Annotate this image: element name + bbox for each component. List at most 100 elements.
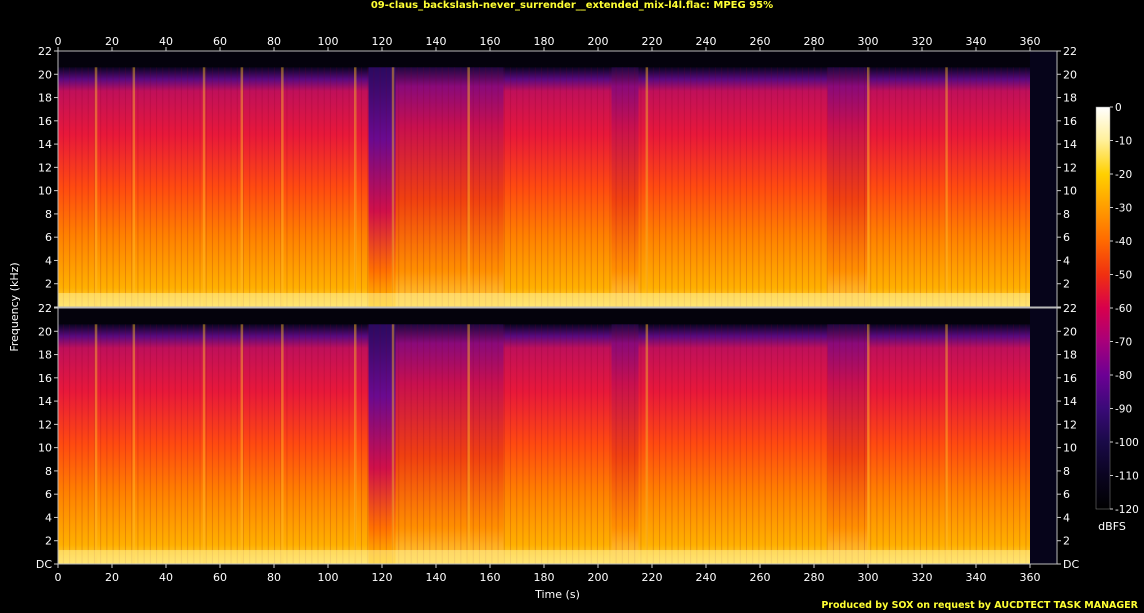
transient-spike xyxy=(281,67,284,307)
x-tick-label-bottom: 120 xyxy=(372,571,393,584)
colorbar-tick-label: -10 xyxy=(1115,136,1132,148)
transient-spike xyxy=(281,324,284,564)
x-tick-label-bottom: 240 xyxy=(696,571,717,584)
x-tick-label-top: 320 xyxy=(912,35,933,48)
colorbar-label: dBFS xyxy=(1098,520,1126,533)
spectrum-segment xyxy=(638,324,828,564)
y-tick-label-right: 14 xyxy=(1063,395,1077,408)
colorbar-tick-label: -20 xyxy=(1115,169,1132,181)
y-tick-label-right: 22 xyxy=(1063,45,1077,58)
colorbar xyxy=(1095,106,1111,510)
transient-spike xyxy=(391,67,395,307)
x-tick-label-top: 300 xyxy=(858,35,879,48)
y-tick-label-left: 6 xyxy=(45,231,52,244)
x-tick-label-top: 180 xyxy=(534,35,555,48)
spectrum-segment xyxy=(503,324,612,564)
y-tick-label-left: 12 xyxy=(38,418,52,431)
x-tick-label-bottom: 360 xyxy=(1020,571,1041,584)
transient-spike xyxy=(645,67,649,307)
x-tick-label-top: 20 xyxy=(105,35,119,48)
transient-spike xyxy=(645,324,649,564)
y-tick-label-left: 16 xyxy=(38,372,52,385)
x-tick-label-top: 260 xyxy=(750,35,771,48)
x-tick-label-bottom: 300 xyxy=(858,571,879,584)
transient-spike xyxy=(132,324,136,564)
x-tick-label-bottom: 100 xyxy=(318,571,339,584)
x-tick-label-top: 240 xyxy=(696,35,717,48)
transient-spike xyxy=(467,324,470,564)
y-tick-label-left: 20 xyxy=(38,325,52,338)
x-tick-label-bottom: 320 xyxy=(912,571,933,584)
chart-title: 09-claus_backslash-never_surrender__exte… xyxy=(370,0,774,11)
silence-tail xyxy=(1030,308,1057,564)
y-tick-label-left: DC xyxy=(36,558,52,571)
y-tick-label-right: 8 xyxy=(1063,208,1070,221)
x-tick-label-top: 0 xyxy=(55,35,62,48)
x-tick-label-bottom: 0 xyxy=(55,571,62,584)
y-tick-label-left: 4 xyxy=(45,254,52,267)
spectrum-segment xyxy=(638,67,828,307)
y-tick-label-right: 18 xyxy=(1063,349,1077,362)
x-tick-label-bottom: 340 xyxy=(966,571,987,584)
x-tick-label-bottom: 60 xyxy=(213,571,227,584)
y-tick-label-left: 14 xyxy=(38,395,52,408)
colorbar-tick-label: -60 xyxy=(1115,303,1132,315)
spectrum-segment xyxy=(827,67,868,307)
spectrum-segment xyxy=(58,324,369,564)
y-tick-label-right: 12 xyxy=(1063,418,1077,431)
y-tick-label-right: 6 xyxy=(1063,488,1070,501)
y-tick-label-right: 22 xyxy=(1063,302,1077,315)
x-tick-label-top: 80 xyxy=(267,35,281,48)
y-tick-label-left: 10 xyxy=(38,442,52,455)
y-tick-label-left: 18 xyxy=(38,349,52,362)
x-tick-label-bottom: 160 xyxy=(480,571,501,584)
y-tick-label-left: 14 xyxy=(38,138,52,151)
transient-spike xyxy=(467,67,470,307)
transient-spike xyxy=(945,67,948,307)
y-tick-label-right: 14 xyxy=(1063,138,1077,151)
transient-spike xyxy=(132,67,136,307)
colorbar-tick-label: -50 xyxy=(1115,270,1132,282)
y-tick-label-left: 6 xyxy=(45,488,52,501)
y-tick-label-right: DC xyxy=(1063,558,1079,571)
x-tick-label-top: 360 xyxy=(1020,35,1041,48)
spectrum-segment xyxy=(503,67,612,307)
spectrum-segment xyxy=(368,324,396,564)
y-tick-label-right: 8 xyxy=(1063,465,1070,478)
x-tick-label-top: 120 xyxy=(372,35,393,48)
transient-spike xyxy=(945,324,948,564)
y-tick-label-right: 2 xyxy=(1063,278,1070,291)
y-tick-label-left: 22 xyxy=(38,45,52,58)
y-tick-label-right: 2 xyxy=(1063,535,1070,548)
spectrum-segment xyxy=(368,67,396,307)
spectrum-segment xyxy=(611,67,639,307)
y-tick-label-left: 2 xyxy=(45,278,52,291)
y-tick-label-left: 18 xyxy=(38,92,52,105)
x-tick-label-top: 40 xyxy=(159,35,173,48)
bass-band xyxy=(58,293,1030,307)
y-tick-label-right: 6 xyxy=(1063,231,1070,244)
colorbar-tick-label: -90 xyxy=(1115,404,1132,416)
transient-spike xyxy=(94,67,98,307)
y-tick-label-left: 2 xyxy=(45,535,52,548)
transient-spike xyxy=(202,67,206,307)
x-tick-label-top: 140 xyxy=(426,35,447,48)
y-tick-label-right: 20 xyxy=(1063,68,1077,81)
y-tick-label-left: 16 xyxy=(38,115,52,128)
x-tick-label-bottom: 180 xyxy=(534,571,555,584)
x-axis-label: Time (s) xyxy=(534,588,580,601)
transient-spike xyxy=(240,324,244,564)
colorbar-tick-label: -110 xyxy=(1115,471,1139,483)
y-tick-label-left: 10 xyxy=(38,185,52,198)
x-tick-label-bottom: 260 xyxy=(750,571,771,584)
x-tick-label-top: 220 xyxy=(642,35,663,48)
x-tick-label-bottom: 220 xyxy=(642,571,663,584)
spectrum-segment xyxy=(868,324,1030,564)
colorbar-tick-label: -30 xyxy=(1115,203,1132,215)
channel-panel-1 xyxy=(57,50,1058,308)
spectrum-segment xyxy=(611,324,639,564)
y-tick-label-right: 16 xyxy=(1063,372,1077,385)
transient-spike xyxy=(202,324,206,564)
x-tick-label-top: 160 xyxy=(480,35,501,48)
spectrum-segment xyxy=(58,67,369,307)
